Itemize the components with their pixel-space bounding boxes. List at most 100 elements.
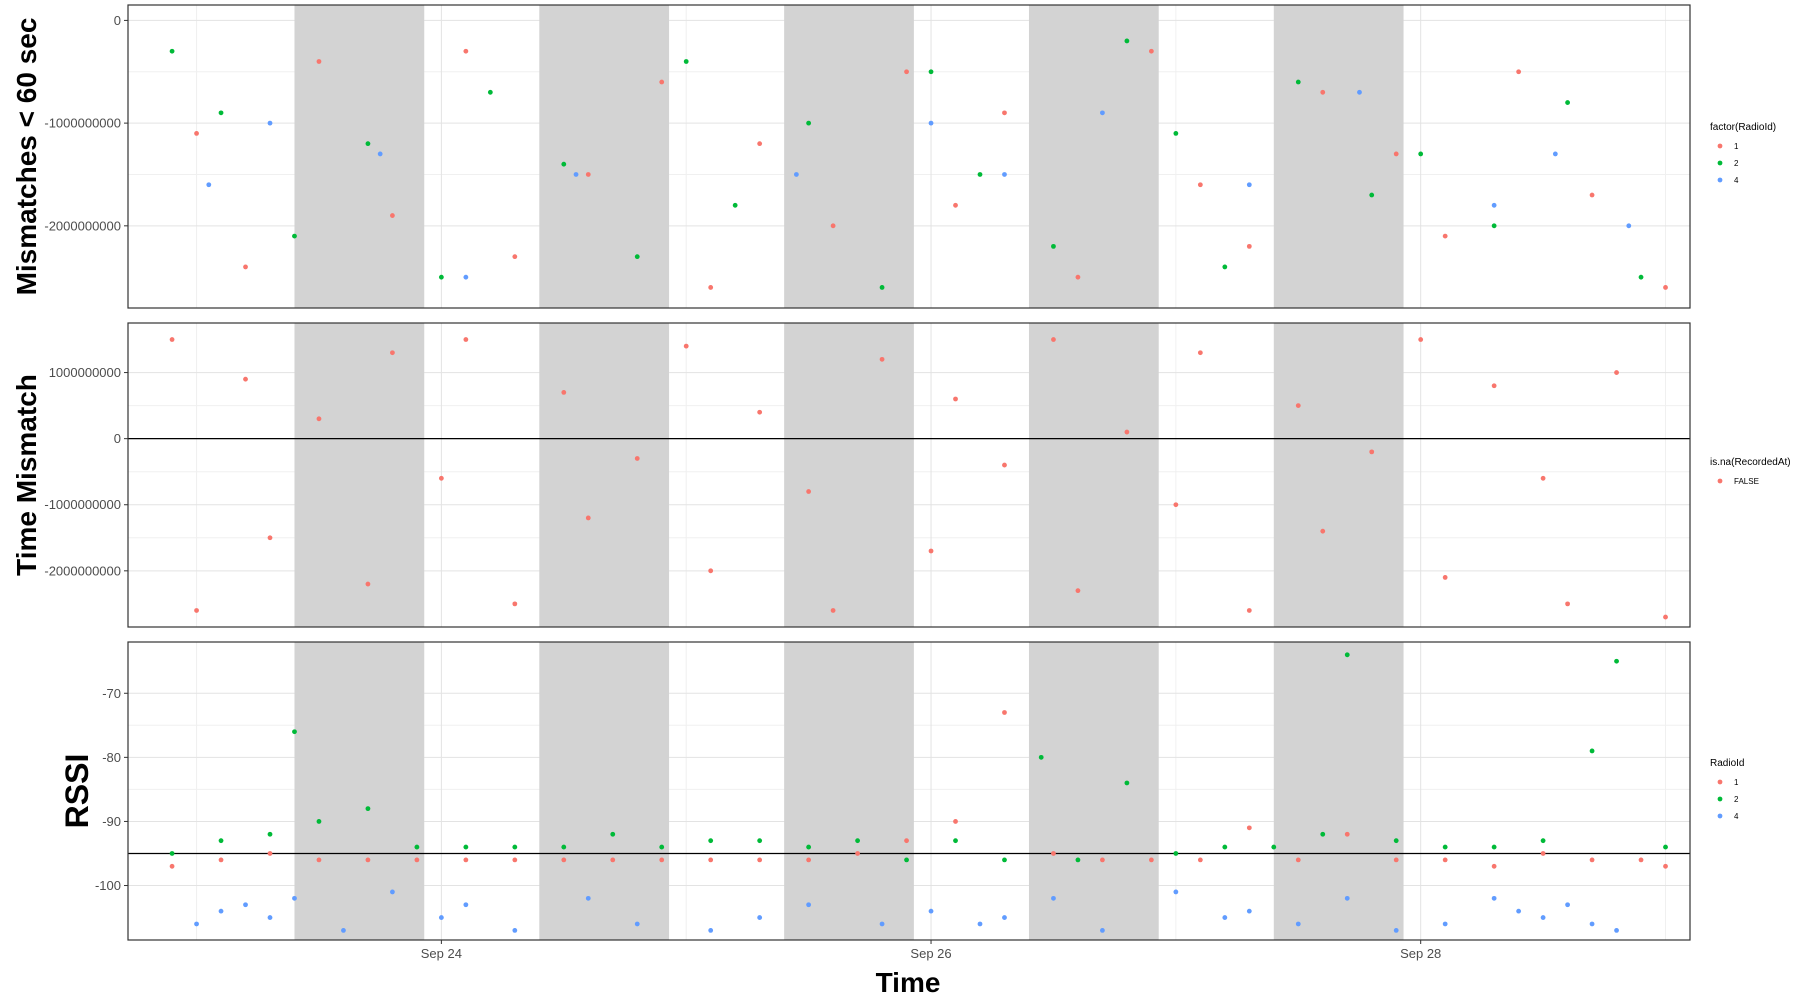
data-point [390,889,395,895]
data-point [928,908,934,914]
x-axis: Sep 24 Sep 26 Sep 28 [421,940,1441,961]
night-band [539,5,670,308]
data-point [1246,182,1252,188]
data-point [512,927,518,933]
data-point [1295,857,1301,863]
data-point [879,285,885,290]
legend-label: 1 [1734,778,1739,787]
data-point [267,831,273,837]
data-point [292,233,297,239]
data-point [806,902,812,908]
data-point [1491,895,1497,901]
data-point [1491,383,1497,389]
night-band [1273,5,1404,308]
data-point [708,838,714,844]
y-tick-label: -2000000000 [44,563,121,578]
data-point [806,844,812,850]
night-band [1028,5,1159,308]
data-point [928,120,934,126]
data-point [1418,337,1424,342]
data-point [1442,921,1448,927]
data-point [1393,838,1399,844]
data-point [243,902,248,908]
data-point [561,389,567,395]
data-point [1442,233,1448,239]
data-point [1173,502,1179,508]
data-point [953,819,958,824]
data-point [830,223,836,229]
data-point [438,915,444,920]
data-point [243,376,248,382]
data-point [1663,285,1668,290]
data-point [634,921,640,927]
data-point [1491,863,1497,869]
data-point [1393,857,1399,863]
data-point [169,337,175,342]
data-point [1148,48,1154,54]
y-tick-label: 0 [114,431,121,446]
data-point [1246,243,1252,249]
data-point [879,356,885,362]
y-axis-title: RSSI [59,754,95,829]
data-point [855,851,860,856]
data-point [292,729,297,735]
data-point [1173,851,1179,856]
panel-border [127,641,1691,941]
data-point [267,851,273,856]
data-point [806,120,812,126]
night-band [784,5,914,308]
data-point [1002,857,1007,863]
data-point [292,895,297,901]
y-axis-title: Mismatches < 60 sec [11,18,42,296]
data-point [683,59,689,64]
data-point [1565,100,1570,105]
data-point [1491,844,1497,850]
data-point [1051,243,1056,249]
data-point [365,141,371,147]
data-point [1295,921,1301,927]
data-point [793,172,799,177]
data-point [316,416,322,422]
data-point [659,79,665,85]
data-point [953,838,958,844]
data-point [1614,658,1619,664]
data-point [1246,908,1252,914]
y-tick-label: 0 [114,13,121,28]
data-point [585,515,591,521]
data-point [169,48,175,54]
data-point [169,851,175,856]
data-point [365,581,371,587]
panel-border [127,322,1691,628]
data-point [1100,110,1105,116]
data-point [1638,857,1644,863]
data-point [438,475,444,481]
data-point [1075,588,1081,594]
legend-key [1717,779,1723,785]
series-2 [169,38,1644,290]
data-point [1222,844,1228,850]
data-point [463,844,469,850]
data-point [634,456,640,461]
data-point [1393,151,1399,157]
data-point [414,857,420,863]
data-point [1638,274,1644,280]
data-point [1124,780,1130,786]
night-band [294,642,425,940]
y-tick-label: -1000000000 [44,116,121,131]
data-point [1589,192,1595,198]
legend-label: 1 [1734,142,1739,151]
data-point [1491,202,1497,208]
data-point [218,908,224,914]
data-point [1173,130,1179,136]
data-point [243,264,248,270]
data-point [977,921,983,927]
legend-key [1717,796,1723,802]
night-band [294,5,425,308]
data-point [1663,844,1668,850]
data-point [1393,927,1399,933]
data-point [585,895,591,901]
legend-label: 4 [1734,176,1739,185]
data-point [390,350,395,356]
data-point [512,601,518,607]
legend-key [1717,478,1723,484]
